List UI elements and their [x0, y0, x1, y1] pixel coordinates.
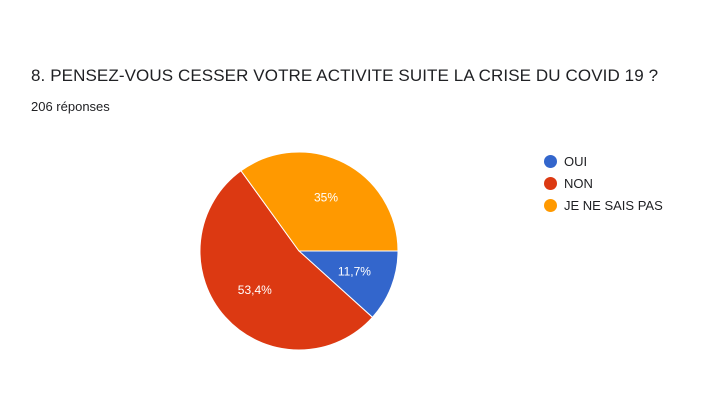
- legend-swatch-non: [544, 176, 557, 190]
- pie-slice-ne-sais-pas[interactable]: [240, 151, 399, 252]
- legend-label-ne-sais-pas: JE NE SAIS PAS: [564, 197, 663, 213]
- legend-item-oui[interactable]: OUI: [544, 150, 663, 172]
- pie-slice-non[interactable]: [199, 170, 374, 351]
- legend-swatch-ne-sais-pas: [544, 198, 557, 212]
- slice-label-ne-sais-pas: 35%: [314, 190, 338, 204]
- legend-label-non: NON: [564, 175, 593, 191]
- slice-label-non: 53,4%: [238, 283, 272, 297]
- legend-item-non[interactable]: NON: [544, 172, 663, 194]
- slice-label-oui: 11,7%: [338, 264, 371, 278]
- legend-label-oui: OUI: [564, 153, 588, 169]
- question-title: 8. PENSEZ-VOUS CESSER VOTRE ACTIVITE SUI…: [31, 66, 659, 85]
- legend-item-ne-sais-pas[interactable]: JE NE SAIS PAS: [544, 194, 663, 216]
- legend-swatch-oui: [544, 154, 557, 168]
- response-count: 206 réponses: [31, 99, 110, 114]
- legend: OUI NON JE NE SAIS PAS: [544, 150, 663, 216]
- pie-slice-oui[interactable]: [297, 250, 399, 319]
